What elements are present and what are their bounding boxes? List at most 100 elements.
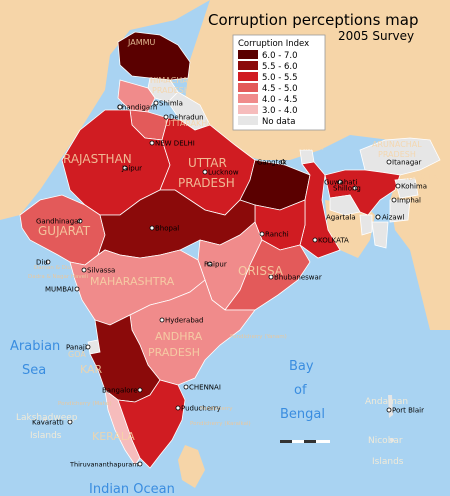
city-marker-bangalore xyxy=(137,387,143,393)
city-label-chennai: CHENNAI xyxy=(189,384,221,392)
legend-label: 3.0 - 4.0 xyxy=(262,106,298,116)
state-jammu-kashmir xyxy=(117,31,191,81)
water-label-sea: Sea xyxy=(22,363,46,378)
city-label-bangalore: Bangalore xyxy=(102,387,138,395)
water-label-bengal: Bengal xyxy=(280,407,325,422)
label-pondicherry: Pondicherry xyxy=(200,406,233,412)
city-marker-kolkata xyxy=(312,237,318,243)
city-marker-ranchi xyxy=(259,231,265,237)
state-label-sikkim: SIKKIM xyxy=(300,144,324,152)
city-label-itanagar: Itanagar xyxy=(392,159,422,167)
legend: Corruption Index 6.0 - 7.05.5 - 6.05.0 -… xyxy=(232,34,326,131)
city-label-kolkata: KOLKATA xyxy=(318,237,349,245)
city-label-raipur: Raipur xyxy=(204,261,227,269)
legend-swatch xyxy=(238,116,258,125)
city-marker-bhubaneswar xyxy=(268,274,274,280)
city-label-bhopal: Bhopal xyxy=(155,225,179,233)
bangladesh xyxy=(325,200,375,258)
city-marker-raipur xyxy=(207,261,213,267)
map-subtitle: 2005 Survey xyxy=(338,29,414,43)
city-marker-thiruvananthapuram xyxy=(137,461,143,467)
state-label-kerala: KERALA xyxy=(92,430,135,443)
water-label-nicobar-islands: Islands xyxy=(372,457,404,467)
city-label-thiruvananthapuram: Thiruvananthapuram xyxy=(69,461,139,469)
city-marker-imphal xyxy=(391,197,397,203)
water-label-nicobar: Nicobar xyxy=(368,436,403,446)
city-label-imphal: Imphal xyxy=(397,197,421,205)
legend-label: 4.0 - 4.5 xyxy=(262,95,298,105)
water-label-arabian: Arabian xyxy=(10,339,60,354)
city-marker-panaji xyxy=(85,344,91,350)
state-meghalaya xyxy=(329,194,361,216)
city-marker-port-blair xyxy=(386,407,392,413)
label-daman-diu: Daman & Diu xyxy=(34,265,71,271)
state-tamil-nadu xyxy=(117,379,186,469)
water-label-bay: Bay xyxy=(289,359,314,374)
city-label-ranchi: Ranchi xyxy=(265,231,289,239)
label-dadra: Dadra & Nagar Haveli xyxy=(28,274,89,280)
state-label-jammu: JAMMU xyxy=(127,38,155,47)
city-label-kohima: Kohima xyxy=(401,183,427,191)
city-marker-puducherry xyxy=(175,405,181,411)
legend-swatch xyxy=(238,105,258,114)
city-label-panaji: Panaji xyxy=(66,344,87,352)
state-label-arunachal-pradesh: PRADESH xyxy=(378,150,416,159)
state-label-andhra-pradesh: PRADESH xyxy=(148,346,200,359)
city-label-silvassa: Silvassa xyxy=(87,267,115,275)
city-label-shimla: Shimla xyxy=(159,100,183,108)
water-label-of: of xyxy=(294,383,307,398)
nicobar-island xyxy=(390,438,394,442)
state-label-rajasthan: RAJASTHAN xyxy=(63,152,132,166)
state-label-uttar-pradesh: PRADESH xyxy=(178,176,235,190)
water-label-indian-ocean: Indian Ocean xyxy=(89,482,175,496)
city-marker-shillong xyxy=(352,185,358,191)
city-label-dehradun: Dehradun xyxy=(169,114,204,122)
city-marker-hyderabad xyxy=(159,317,165,323)
city-label-kavaratti: Kavaratti xyxy=(32,419,64,427)
city-marker-dehradun xyxy=(163,114,169,120)
state-label-uttarakhand: UTTARAKHAND xyxy=(165,119,225,128)
city-marker-lucknow xyxy=(202,169,208,175)
city-marker-gangtok xyxy=(280,159,286,165)
city-label-aizawl: Aizawl xyxy=(382,214,404,222)
city-label-gandhinagar: Gandhinagar xyxy=(36,218,81,226)
state-label-gujarat: GUJARAT xyxy=(38,224,91,238)
city-marker-bhopal xyxy=(149,225,155,231)
state-west-bengal xyxy=(299,161,341,259)
water-label-andaman: Andaman xyxy=(365,397,408,407)
city-label-jaipur: Jaipur xyxy=(121,165,142,173)
city-label-puducherry: Puducherry xyxy=(181,405,221,413)
city-label-bhubaneswar: Bhubaneswar xyxy=(274,274,322,282)
city-label-port-blair: Port Blair xyxy=(392,407,424,415)
legend-label: 6.0 - 7.0 xyxy=(262,51,298,61)
state-sikkim xyxy=(299,149,315,165)
legend-label: No data xyxy=(262,117,295,127)
label-pondicherry-yanam: Pondicherry (Yanam) xyxy=(230,334,287,340)
legend-swatch xyxy=(238,94,258,103)
city-label-mumbai: MUMBAI xyxy=(45,286,74,294)
water-label-lakshadweep: Lakshadweep xyxy=(16,413,78,423)
state-orissa xyxy=(224,239,311,311)
city-label-gangtok: Gangtok xyxy=(257,159,288,167)
label-pondicherry-karaikal: Pondicherry (Karaikal) xyxy=(190,421,251,427)
city-marker-gandhinagar xyxy=(77,218,83,224)
map-title: Corruption perceptions map xyxy=(208,11,418,29)
city-marker-aizawl xyxy=(375,214,381,220)
city-marker-itanagar xyxy=(386,159,392,165)
state-mizoram xyxy=(371,221,389,249)
city-label-shillong: Shillong xyxy=(333,185,361,193)
state-label-himachal-pradesh: PRADESH xyxy=(152,86,190,95)
lakshadweep-island xyxy=(43,418,47,422)
state-label-goa: GOA xyxy=(68,350,86,359)
city-label-agartala: Agartala xyxy=(326,214,356,222)
legend-swatch xyxy=(238,50,258,59)
city-label-guwahati: Guwahati xyxy=(324,179,357,187)
legend-swatch xyxy=(238,61,258,70)
city-marker-chennai xyxy=(183,384,189,390)
legend-label: 5.5 - 6.0 xyxy=(262,62,298,72)
city-marker-kavaratti xyxy=(67,419,73,425)
state-label-orissa: ORISSA xyxy=(238,264,284,278)
legend-header: Corruption Index xyxy=(238,39,309,49)
legend-swatch xyxy=(238,83,258,92)
state-label-nagaland: NAGALAND xyxy=(405,173,450,182)
